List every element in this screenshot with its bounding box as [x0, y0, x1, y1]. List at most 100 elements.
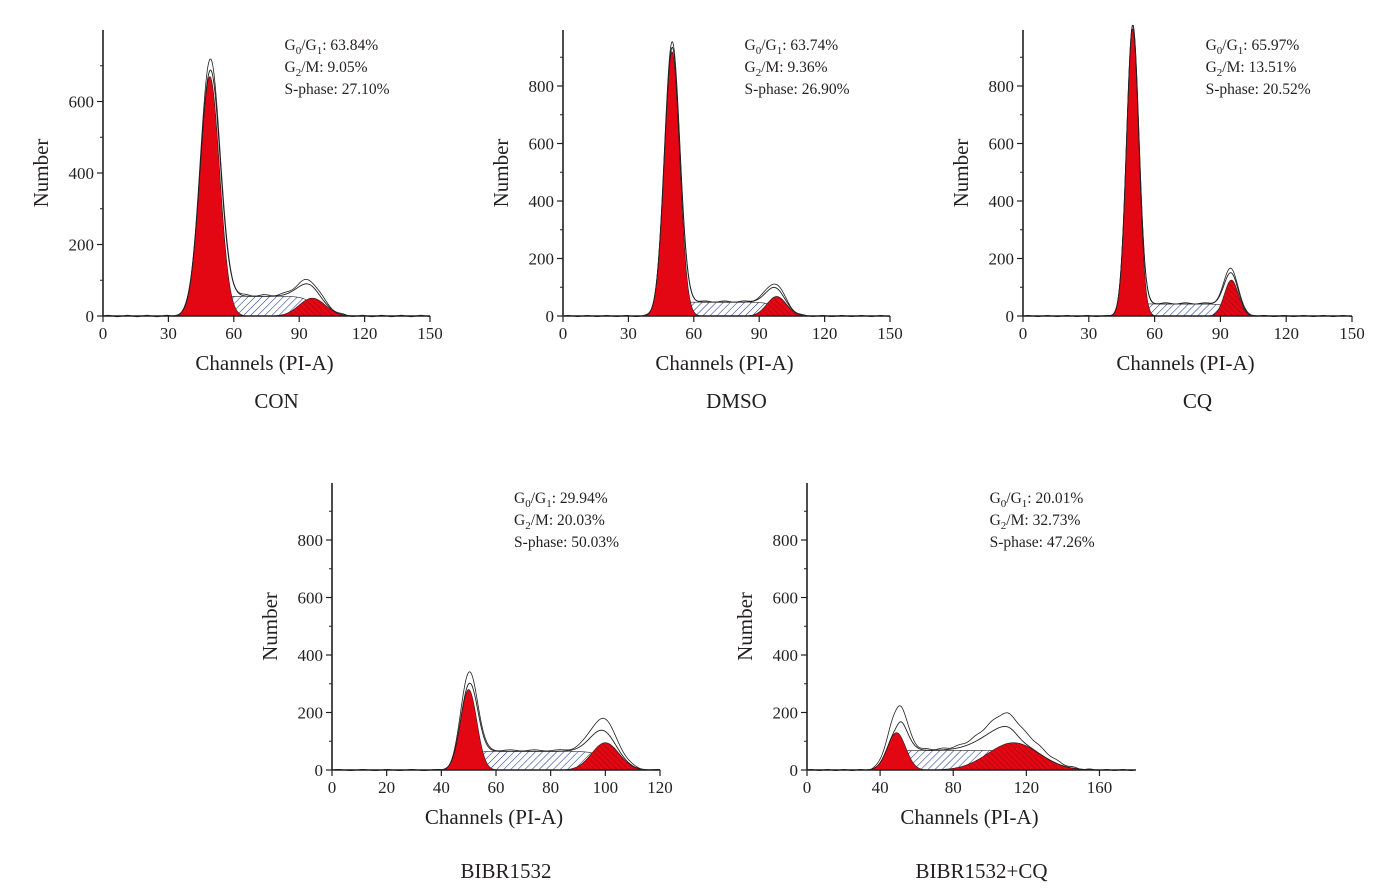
panel-title: CQ [1183, 389, 1212, 413]
y-tick-label: 0 [546, 307, 555, 326]
g2-m-overlap-hatch [807, 742, 1136, 770]
x-axis-label: Channels (PI-A) [1116, 351, 1254, 375]
x-tick-label: 90 [1212, 324, 1229, 343]
histogram-panel-2: 0 200 400 600 800 0 30 60 90 120 150 Channels (PI-A… [489, 30, 903, 413]
phase-annotation: G0/G1: 65.97% [1206, 37, 1300, 57]
y-tick-label: 600 [298, 589, 324, 608]
s-phase-area [563, 301, 890, 317]
model-fit-line [1023, 24, 1352, 317]
y-axis-label: Number [258, 592, 282, 661]
s-phase-area [103, 296, 430, 317]
phase-annotation: G2/M: 20.03% [514, 512, 605, 532]
x-tick-label: 40 [433, 778, 450, 797]
x-tick-label: 0 [559, 324, 568, 343]
histogram-panel-4: 0 200 400 600 800 0 20 40 60 80 100 120 Channels (PI… [258, 483, 673, 883]
y-tick-label: 0 [86, 307, 95, 326]
y-tick-label: 400 [989, 192, 1015, 211]
y-tick-label: 600 [69, 93, 95, 112]
x-tick-label: 60 [488, 778, 505, 797]
x-tick-label: 30 [620, 324, 637, 343]
y-tick-label: 200 [69, 236, 95, 255]
x-tick-label: 120 [1273, 324, 1299, 343]
y-axis-label: Number [733, 592, 757, 661]
x-tick-label: 100 [593, 778, 619, 797]
x-tick-label: 150 [877, 324, 903, 343]
x-axis-label: Channels (PI-A) [425, 805, 563, 829]
histogram-line [1022, 24, 1353, 317]
x-tick-label: 160 [1087, 778, 1113, 797]
y-tick-label: 200 [773, 704, 799, 723]
phase-annotation: S-phase: 20.52% [1206, 81, 1311, 98]
x-tick-label: 40 [872, 778, 889, 797]
x-tick-label: 90 [751, 324, 768, 343]
x-tick-label: 80 [542, 778, 559, 797]
phase-annotation: G2/M: 13.51% [1206, 59, 1297, 79]
phase-annotation: G0/G1: 63.84% [284, 37, 378, 57]
x-tick-label: 0 [328, 778, 337, 797]
y-tick-label: 600 [529, 135, 555, 154]
y-tick-label: 800 [773, 531, 799, 550]
x-tick-label: 60 [1146, 324, 1163, 343]
phase-annotation: G2/M: 9.05% [284, 59, 367, 79]
y-tick-label: 200 [298, 704, 324, 723]
s-phase-area [1023, 303, 1352, 317]
x-axis-label: Channels (PI-A) [900, 805, 1038, 829]
y-axis-label: Number [489, 139, 513, 208]
g2-m-overlap-hatch [332, 742, 660, 770]
y-tick-label: 400 [298, 646, 324, 665]
y-tick-label: 400 [773, 646, 799, 665]
x-tick-label: 120 [812, 324, 838, 343]
y-tick-label: 800 [298, 531, 324, 550]
panel-title: DMSO [706, 389, 767, 413]
phase-annotation: S-phase: 27.10% [284, 81, 389, 98]
phase-annotation: G0/G1: 29.94% [514, 490, 608, 510]
y-tick-label: 600 [773, 589, 799, 608]
y-tick-label: 200 [989, 250, 1015, 269]
phase-annotation: G2/M: 32.73% [990, 512, 1081, 532]
x-tick-label: 80 [945, 778, 962, 797]
x-tick-label: 0 [1019, 324, 1028, 343]
x-tick-label: 150 [1339, 324, 1365, 343]
panel-title: CON [254, 389, 298, 413]
x-tick-label: 150 [417, 324, 443, 343]
histogram-panel-1: 0 200 400 600 0 30 60 90 120 150 Channels (PI-A) Nu… [29, 30, 443, 413]
model-fit-line [103, 69, 430, 317]
y-tick-label: 600 [989, 135, 1015, 154]
x-tick-label: 30 [160, 324, 177, 343]
y-tick-label: 800 [989, 77, 1015, 96]
y-tick-label: 0 [790, 761, 799, 780]
phase-annotation: G0/G1: 63.74% [744, 37, 838, 57]
x-tick-label: 20 [378, 778, 395, 797]
y-axis-label: Number [949, 139, 973, 208]
y-tick-label: 800 [529, 77, 555, 96]
g0-g1-peak [1023, 28, 1352, 317]
y-tick-label: 200 [529, 250, 555, 269]
panel-title: BIBR1532+CQ [915, 859, 1047, 883]
x-tick-label: 60 [685, 324, 702, 343]
x-tick-label: 0 [99, 324, 108, 343]
phase-annotation: S-phase: 47.26% [990, 534, 1095, 551]
panel-title: BIBR1532 [460, 859, 551, 883]
phase-annotation: G0/G1: 20.01% [990, 490, 1084, 510]
histogram-panel-5: 0 200 400 600 800 0 40 80 120 160 Channels (PI-A) N… [733, 483, 1137, 883]
x-axis-label: Channels (PI-A) [195, 351, 333, 375]
x-tick-label: 0 [803, 778, 812, 797]
y-tick-label: 400 [529, 192, 555, 211]
y-axis-label: Number [29, 139, 53, 208]
x-tick-label: 30 [1080, 324, 1097, 343]
x-tick-label: 120 [352, 324, 378, 343]
x-tick-label: 60 [225, 324, 242, 343]
histogram-panel-3: 0 200 400 600 800 0 30 60 90 120 150 Channels (PI-A… [949, 24, 1365, 413]
phase-annotation: S-phase: 26.90% [744, 81, 849, 98]
x-tick-label: 120 [1014, 778, 1040, 797]
x-axis-label: Channels (PI-A) [655, 351, 793, 375]
y-tick-label: 0 [315, 761, 324, 780]
x-tick-label: 120 [647, 778, 673, 797]
phase-annotation: G2/M: 9.36% [744, 59, 827, 79]
y-tick-label: 0 [1006, 307, 1015, 326]
y-tick-label: 400 [69, 164, 95, 183]
phase-annotation: S-phase: 50.03% [514, 534, 619, 551]
x-tick-label: 90 [291, 324, 308, 343]
g0-g1-peak [103, 76, 430, 317]
